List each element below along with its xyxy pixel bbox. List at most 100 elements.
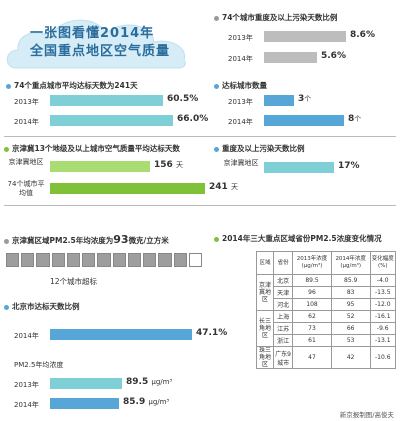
bullet-icon — [214, 236, 219, 242]
avg-row-label: 2014年 — [14, 118, 39, 126]
table-cell: -12.0 — [369, 298, 397, 311]
jjj-avg-number: 241 — [209, 182, 228, 192]
beijing-title: 北京市达标天数比例 — [12, 302, 80, 311]
jjj-pm-header: 京津冀区域PM2.5年均浓度为93微克/立方米 — [4, 233, 169, 246]
avg-2013-value: 60.5% — [167, 94, 199, 104]
avg-days-header: 74个重点城市平均达标天数为241天 — [6, 80, 138, 91]
pm-table-header: 2014年三大重点区域省份PM2.5浓度变化情况 — [214, 233, 382, 244]
severe-2013-bar — [264, 31, 346, 42]
region-cell: 京津冀地区 — [256, 274, 274, 311]
avg-2013-bar — [50, 95, 163, 106]
severe-days-header: 74个城市重度及以上污染天数比例 — [214, 12, 337, 23]
exceeding-city-segment — [36, 253, 50, 267]
table-header-row: 区域 省份 2013年浓度(μg/m³) 2014年浓度(μg/m³) 变化幅度(%) — [256, 251, 397, 275]
days-unit: 天 — [175, 161, 183, 169]
jjj-severe-bar — [264, 162, 334, 173]
table-cell: 83 — [330, 286, 371, 299]
compliant-city-segment — [188, 253, 203, 267]
beijing-pm-2013-bar — [50, 378, 122, 389]
pm-unit: μg/m³ — [151, 378, 173, 386]
exceeding-city-segment — [127, 253, 142, 267]
table-cell: 73 — [292, 322, 332, 335]
table-cell: -9.6 — [369, 322, 397, 335]
column-header: 区域 — [256, 251, 274, 275]
severe-row-label: 2013年 — [228, 34, 253, 42]
table-row: 浙江 61 53 -13.1 — [257, 334, 397, 347]
jjj-region-value: 156 天 — [154, 160, 183, 170]
count-2013-number: 3 — [298, 94, 305, 104]
exceeding-city-segment — [158, 253, 172, 267]
jjj-avg-bar — [50, 183, 205, 194]
city-count-title: 达标城市数量 — [222, 81, 267, 90]
credit: 新京报制图/高俊夫 — [339, 411, 394, 419]
title-line-1: 一张图看懂2014年 — [30, 26, 155, 41]
count-unit: 个 — [354, 115, 362, 123]
pm-table-title: 2014年三大重点区域省份PM2.5浓度变化情况 — [222, 234, 382, 243]
pm-city-segments — [6, 253, 203, 267]
table-cell: -13.5 — [369, 286, 397, 299]
severe-days-title: 74个城市重度及以上污染天数比例 — [222, 13, 338, 22]
divider — [4, 136, 396, 137]
table-cell: 天津 — [272, 286, 294, 299]
title-cloud — [6, 19, 186, 69]
table-cell: -4.0 — [369, 274, 397, 287]
table-row: 珠三角地区 广东9城市 47 42 -10.6 — [256, 346, 397, 369]
table-cell: 108 — [292, 298, 332, 311]
exceeding-city-segment — [143, 253, 157, 267]
avg-2014-bar — [50, 115, 173, 126]
divider — [4, 205, 396, 206]
bullet-icon — [214, 146, 219, 152]
table-cell: -16.1 — [369, 310, 397, 323]
avg-days-title: 74个重点城市平均达标天数为241天 — [14, 81, 138, 90]
table-cell: 85.9 — [330, 274, 371, 287]
bullet-icon — [4, 146, 9, 152]
jjj-days-header: 京津冀13个地级及以上城市空气质量平均达标天数 — [4, 143, 180, 154]
jjj-pm-number: 93 — [113, 233, 129, 246]
exceeding-city-segment — [66, 253, 81, 267]
column-header: 2013年浓度(μg/m³) — [292, 251, 332, 275]
count-2013-bar — [264, 95, 294, 106]
count-2014-number: 8 — [348, 114, 355, 124]
pm-2014-number: 85.9 — [123, 397, 146, 407]
table-row: 河北 108 95 -12.0 — [257, 298, 397, 311]
exceeding-city-segment — [82, 253, 96, 267]
column-header: 变化幅度(%) — [369, 251, 397, 275]
table-cell: 53 — [330, 334, 371, 347]
pm-caption: 12个城市超标 — [50, 277, 98, 286]
beijing-pm-2014-bar — [50, 398, 119, 409]
beijing-pm-row-label: 2013年 — [14, 381, 39, 389]
bullet-icon — [4, 304, 9, 310]
table-cell: 61 — [292, 334, 332, 347]
beijing-pm-row-label: 2014年 — [14, 401, 39, 409]
count-row-label: 2013年 — [228, 98, 253, 106]
table-row: 京津冀地区 北京 89.5 85.9 -4.0 — [256, 274, 397, 311]
table-cell: 52 — [330, 310, 371, 323]
beijing-pm-label: PM2.5年均浓度 — [14, 361, 64, 369]
bullet-icon — [214, 83, 219, 89]
days-unit: 天 — [230, 183, 238, 191]
city-count-header: 达标城市数量 — [214, 80, 267, 91]
exceeding-city-segment — [97, 253, 111, 267]
jjj-region-number: 156 — [154, 160, 173, 170]
jjj-severe-title: 重度及以上污染天数比例 — [222, 144, 305, 153]
beijing-bar — [50, 329, 192, 340]
table-cell: -13.1 — [369, 334, 397, 347]
count-unit: 个 — [304, 95, 312, 103]
table-cell: -10.6 — [369, 346, 397, 369]
exceeding-city-segment — [51, 253, 65, 267]
pm-2013-number: 89.5 — [126, 377, 149, 387]
pm-unit: μg/m³ — [148, 398, 170, 406]
column-header: 2014年浓度(μg/m³) — [330, 251, 371, 275]
jjj-days-title: 京津冀13个地级及以上城市空气质量平均达标天数 — [12, 144, 180, 153]
count-2014-bar — [264, 115, 344, 126]
table-cell: 浙江 — [272, 334, 294, 347]
jjj-severe-value: 17% — [338, 161, 360, 171]
table-cell: 89.5 — [292, 274, 332, 287]
pm-table: 区域 省份 2013年浓度(μg/m³) 2014年浓度(μg/m³) 变化幅度(%) 京… — [256, 251, 397, 369]
table-cell: 47 — [292, 346, 332, 369]
count-row-label: 2014年 — [228, 118, 253, 126]
table-cell: 62 — [292, 310, 332, 323]
severe-2014-value: 5.6% — [321, 51, 346, 61]
table-cell: 上海 — [272, 310, 294, 323]
count-2013-value: 3个 — [298, 94, 311, 104]
